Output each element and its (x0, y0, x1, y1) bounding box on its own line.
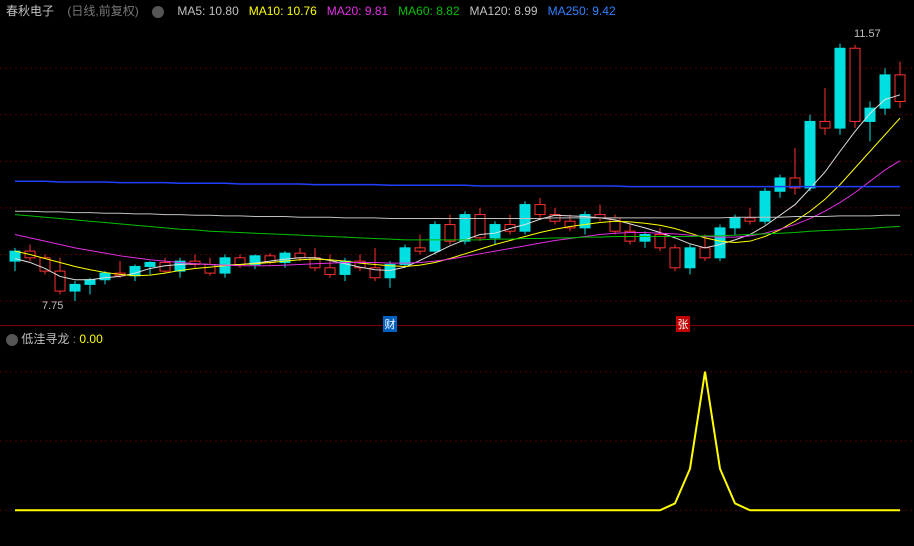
price-label: 7.75 (42, 300, 63, 312)
sub-chart-svg (0, 326, 914, 546)
chart-marker: 财 (383, 316, 397, 332)
ma-label: MA60: 8.82 (398, 4, 459, 18)
ma-label: MA5: 10.80 (177, 4, 238, 18)
ma-label: MA250: 9.42 (548, 4, 616, 18)
stock-name: 春秋电子 (6, 4, 54, 18)
stock-chart-area: 春秋电子 (日线,前复权) MA5: 10.80 MA10: 10.76 MA20:… (0, 0, 914, 546)
price-label: 11.57 (854, 28, 881, 40)
check-icon[interactable] (6, 334, 18, 346)
chart-marker: 张 (676, 316, 690, 332)
indicator-name: 低洼寻龙 (21, 332, 69, 346)
indicator-sep: : (73, 332, 76, 346)
ma-label: MA20: 9.81 (327, 4, 388, 18)
main-chart-svg (0, 0, 914, 326)
indicator-value: 0.00 (79, 332, 102, 346)
main-chart-panel[interactable] (0, 0, 914, 326)
sub-chart-panel[interactable] (0, 326, 914, 546)
period-info: (日线,前复权) (67, 4, 138, 18)
chart-header: 春秋电子 (日线,前复权) MA5: 10.80 MA10: 10.76 MA20:… (6, 2, 636, 19)
check-icon[interactable] (152, 6, 164, 18)
ma-label: MA120: 8.99 (470, 4, 538, 18)
sub-chart-header: 低洼寻龙 : 0.00 (6, 330, 103, 347)
ma-label: MA10: 10.76 (249, 4, 317, 18)
